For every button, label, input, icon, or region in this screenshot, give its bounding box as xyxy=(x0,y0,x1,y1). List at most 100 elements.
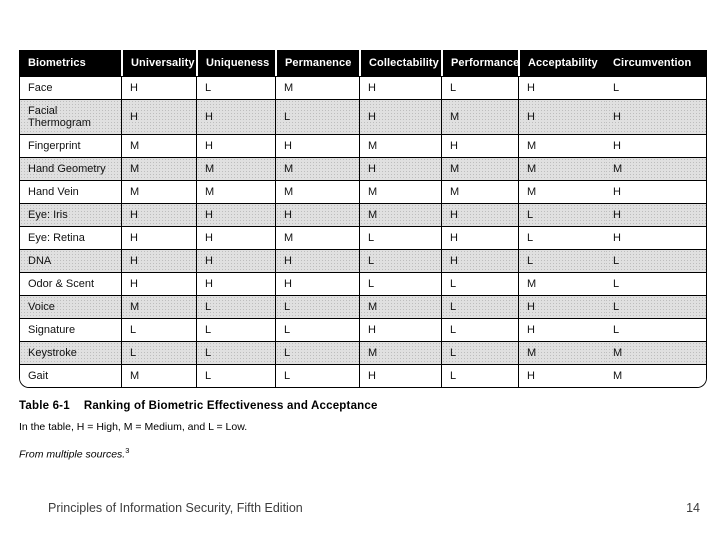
rating-cell: M xyxy=(359,180,441,203)
biometric-name: Face xyxy=(20,76,121,99)
table-row: Hand Vein M M M M M M H xyxy=(20,180,706,203)
rating-cell: L xyxy=(121,341,196,364)
rating-cell: H xyxy=(275,249,359,272)
rating-cell: M xyxy=(518,272,605,295)
biometric-name: Gait xyxy=(20,364,121,387)
rating-cell: H xyxy=(518,76,605,99)
rating-cell: L xyxy=(275,99,359,134)
table-legend-text: In the table, H = High, M = Medium, and … xyxy=(19,421,248,433)
rating-cell: H xyxy=(605,180,706,203)
rating-cell: L xyxy=(441,341,518,364)
column-header-universality: Universality xyxy=(121,50,196,76)
rating-cell: M xyxy=(359,203,441,226)
table-header: Biometrics Universality Uniqueness Permanen… xyxy=(20,50,706,76)
rating-cell: L xyxy=(275,295,359,318)
rating-cell: L xyxy=(196,76,275,99)
rating-cell: L xyxy=(441,364,518,387)
column-header-biometrics: Biometrics xyxy=(20,50,121,76)
table-caption: Table 6-1 Ranking of Biometric Effectiven… xyxy=(19,400,378,461)
column-header-collectability: Collectability xyxy=(359,50,441,76)
rating-cell: L xyxy=(605,249,706,272)
table-header-row: Biometrics Universality Uniqueness Permanen… xyxy=(20,50,706,76)
rating-cell: M xyxy=(275,180,359,203)
source-text: From multiple sources. xyxy=(19,448,126,461)
table-row: DNA H H H L H L L xyxy=(20,249,706,272)
biometric-name: Keystroke xyxy=(20,341,121,364)
column-header-performance: Performance xyxy=(441,50,519,76)
rating-cell: L xyxy=(518,226,605,249)
rating-cell: L xyxy=(196,295,275,318)
rating-cell: L xyxy=(359,226,441,249)
rating-cell: M xyxy=(121,157,196,180)
biometric-name: Facial Thermogram xyxy=(20,99,121,134)
rating-cell: M xyxy=(441,157,518,180)
rating-cell: H xyxy=(121,99,196,134)
rating-cell: H xyxy=(121,249,196,272)
table-row: Signature L L L H L H L xyxy=(20,318,706,341)
rating-cell: H xyxy=(518,364,605,387)
table-row: Facial Thermogram H H L H M H H xyxy=(20,99,706,134)
biometric-name: Voice xyxy=(20,295,121,318)
column-header-circumvention: Circumvention xyxy=(605,50,706,76)
rating-cell: M xyxy=(196,157,275,180)
table-row: Gait M L L H L H M xyxy=(20,364,706,387)
table-number-label: Table 6-1 xyxy=(19,400,70,412)
rating-cell: H xyxy=(605,134,706,157)
rating-cell: L xyxy=(196,341,275,364)
table-source-text: From multiple sources.3 xyxy=(19,446,378,461)
rating-cell: L xyxy=(605,272,706,295)
rating-cell: M xyxy=(518,134,605,157)
rating-cell: H xyxy=(518,318,605,341)
rating-cell: M xyxy=(121,134,196,157)
rating-cell: M xyxy=(359,341,441,364)
rating-cell: H xyxy=(441,249,518,272)
rating-cell: L xyxy=(441,295,518,318)
table-row: Face H L M H L H L xyxy=(20,76,706,99)
footer-book-title: Principles of Information Security, Fift… xyxy=(48,501,303,515)
source-footnote-number: 3 xyxy=(125,446,130,455)
rating-cell: H xyxy=(359,99,441,134)
rating-cell: H xyxy=(605,226,706,249)
rating-cell: H xyxy=(196,203,275,226)
table-body: Face H L M H L H L Facial Thermogram H H L H M H H Finge… xyxy=(20,76,706,387)
biometric-name: Odor & Scent xyxy=(20,272,121,295)
rating-cell: M xyxy=(359,295,441,318)
rating-cell: L xyxy=(518,203,605,226)
rating-cell: M xyxy=(518,180,605,203)
rating-cell: H xyxy=(441,226,518,249)
rating-cell: M xyxy=(196,180,275,203)
rating-cell: H xyxy=(518,99,605,134)
rating-cell: H xyxy=(441,203,518,226)
rating-cell: M xyxy=(359,134,441,157)
table-row: Fingerprint M H H M H M H xyxy=(20,134,706,157)
table-row: Voice M L L M L H L xyxy=(20,295,706,318)
rating-cell: M xyxy=(121,180,196,203)
biometrics-table-figure: Biometrics Universality Uniqueness Permanen… xyxy=(19,50,707,388)
biometric-name: Hand Geometry xyxy=(20,157,121,180)
rating-cell: H xyxy=(275,272,359,295)
rating-cell: L xyxy=(605,295,706,318)
column-header-uniqueness: Uniqueness xyxy=(196,50,275,76)
rating-cell: H xyxy=(121,203,196,226)
slide-footer: Principles of Information Security, Fift… xyxy=(48,501,700,515)
table-title-text: Ranking of Biometric Effectiveness and A… xyxy=(83,400,378,412)
rating-cell: L xyxy=(441,272,518,295)
biometric-name: DNA xyxy=(20,249,121,272)
rating-cell: L xyxy=(275,364,359,387)
biometric-name: Fingerprint xyxy=(20,134,121,157)
rating-cell: H xyxy=(359,318,441,341)
rating-cell: M xyxy=(605,364,706,387)
rating-cell: M xyxy=(441,99,518,134)
rating-cell: H xyxy=(196,249,275,272)
rating-cell: M xyxy=(121,364,196,387)
rating-cell: H xyxy=(121,226,196,249)
table-caption-title-line: Table 6-1 Ranking of Biometric Effectiven… xyxy=(19,400,378,412)
table-row: Eye: Iris H H H M H L H xyxy=(20,203,706,226)
rating-cell: M xyxy=(605,157,706,180)
table-row: Eye: Retina H H M L H L H xyxy=(20,226,706,249)
rating-cell: L xyxy=(275,341,359,364)
rating-cell: M xyxy=(518,157,605,180)
rating-cell: M xyxy=(275,76,359,99)
rating-cell: H xyxy=(121,76,196,99)
rating-cell: L xyxy=(441,76,518,99)
